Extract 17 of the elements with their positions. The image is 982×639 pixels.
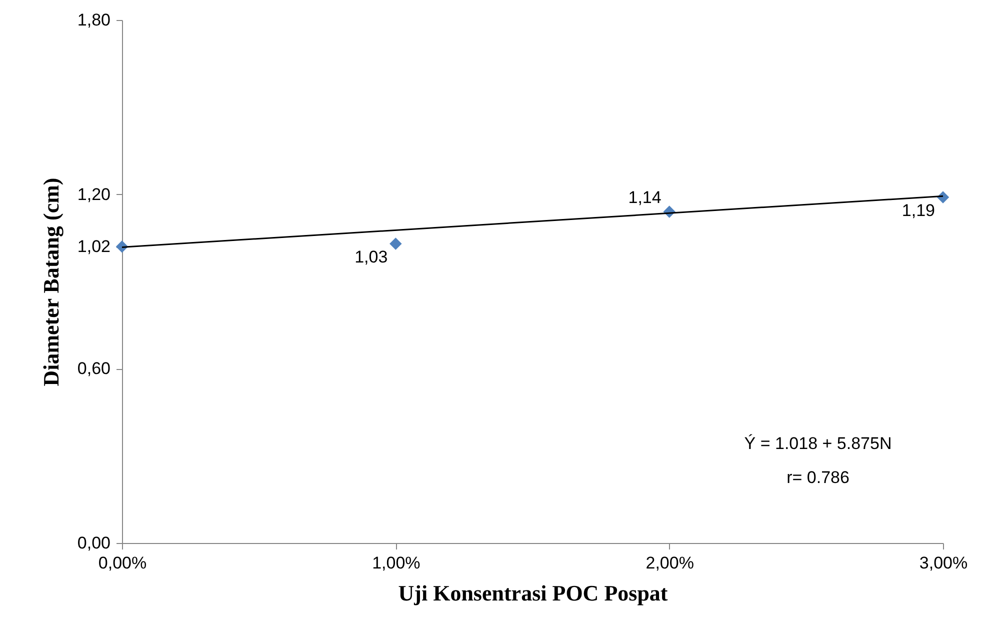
y-tick-label: 0,00 bbox=[77, 534, 110, 552]
x-axis-title: Uji Konsentrasi POC Pospat bbox=[398, 580, 668, 606]
point bbox=[390, 238, 402, 250]
annotation: Ý = 1.018 + 5.875N bbox=[744, 434, 892, 453]
y-tick-label: 0,60 bbox=[77, 359, 110, 378]
x-tick-label: 0,00% bbox=[98, 554, 147, 572]
x-tick-label: 2,00% bbox=[646, 554, 694, 572]
data-label: 1,19 bbox=[902, 201, 935, 220]
annotation: r= 0.786 bbox=[786, 468, 850, 487]
x-tick-label: 1,00% bbox=[372, 554, 420, 572]
y-tick-label: 1,80 bbox=[77, 10, 110, 30]
data-label: 1,03 bbox=[354, 248, 388, 267]
y-axis-title: Diameter Batang (cm) bbox=[38, 178, 64, 386]
y-tick-label: 1,02 bbox=[77, 237, 110, 256]
y-tick-label: 1,20 bbox=[77, 184, 110, 204]
data-label: 1,14 bbox=[628, 188, 662, 207]
x-tick-label: 3,00% bbox=[919, 554, 968, 572]
